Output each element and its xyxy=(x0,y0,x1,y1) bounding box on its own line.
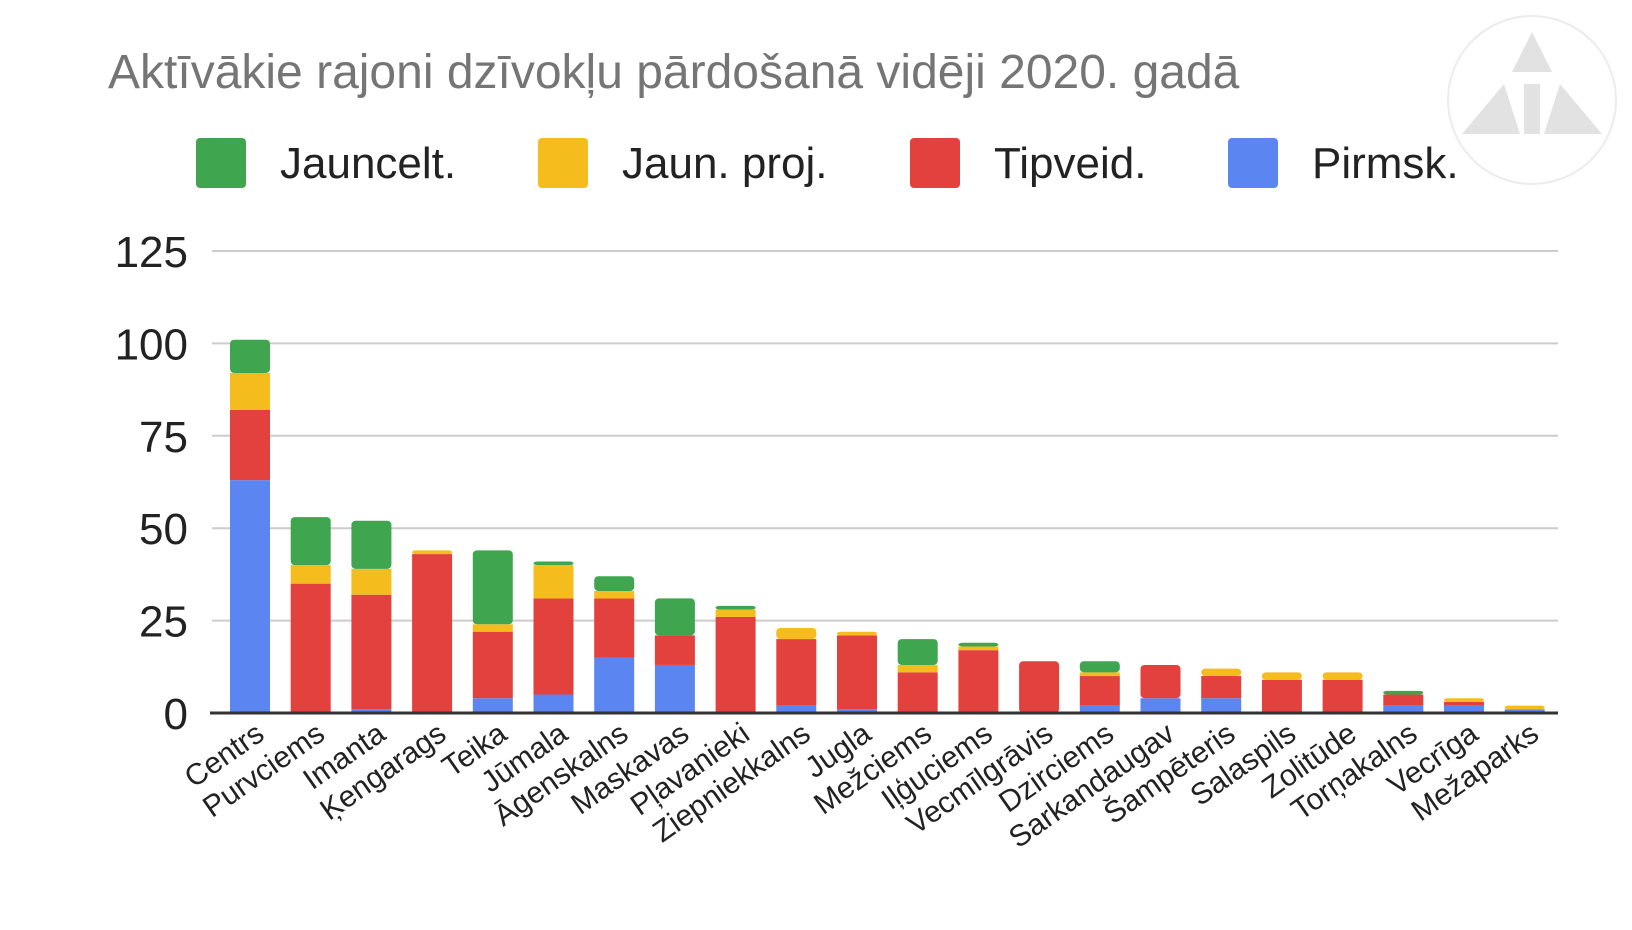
bar-segment xyxy=(897,639,938,665)
legend-label: Jaun. proj. xyxy=(622,139,827,188)
legend-label: Pirmsk. xyxy=(1312,139,1459,188)
bar-segment xyxy=(230,339,270,373)
bar-segment xyxy=(1079,676,1120,706)
bar-segment xyxy=(533,565,574,599)
bar-segment xyxy=(472,698,513,713)
bar-segment xyxy=(1322,679,1363,713)
legend-swatch xyxy=(910,138,960,188)
y-tick-label: 0 xyxy=(164,690,188,739)
bar-segment xyxy=(533,561,574,566)
bar-segment xyxy=(230,409,270,481)
bar-segment xyxy=(1504,709,1545,713)
bar-segment xyxy=(290,517,331,566)
bar-segment xyxy=(351,594,392,710)
bar-segment xyxy=(1383,694,1424,706)
bar-segment xyxy=(533,598,574,695)
bar-segment xyxy=(897,664,938,673)
bar-segment xyxy=(1444,698,1484,702)
legend: Jauncelt. Jaun. proj. Tipveid. Pirmsk. xyxy=(196,138,1459,188)
bar-segment xyxy=(958,646,999,651)
bar-segment xyxy=(351,568,392,595)
bar-segment xyxy=(958,650,999,713)
bar-segment xyxy=(290,565,331,584)
bar-segment xyxy=(594,598,635,658)
bar-segment xyxy=(1261,672,1302,680)
bar-segment xyxy=(533,694,574,713)
bar-segment xyxy=(654,598,695,636)
y-tick-label: 25 xyxy=(139,598,188,647)
bar-segment xyxy=(776,639,817,706)
bar-segment xyxy=(594,657,635,713)
bar-segment xyxy=(837,709,877,713)
bar-segment xyxy=(472,624,513,632)
legend-swatch xyxy=(538,138,588,188)
bar-segment xyxy=(958,642,999,647)
y-tick-label: 75 xyxy=(139,413,188,462)
bar-segment xyxy=(776,627,817,640)
bar-segment xyxy=(351,709,392,713)
bar-segment xyxy=(1019,661,1060,713)
bar-segment xyxy=(1444,705,1484,713)
bar-segment xyxy=(1261,679,1302,713)
gridlines xyxy=(212,250,1558,622)
bars xyxy=(230,339,1545,713)
legend-swatch xyxy=(196,138,246,188)
bar-segment xyxy=(290,583,331,713)
bar-segment xyxy=(1444,701,1484,706)
bar-segment xyxy=(1079,705,1120,713)
bar-segment xyxy=(1201,676,1242,699)
bar-segment xyxy=(1383,705,1424,713)
bar-segment xyxy=(1504,705,1545,710)
y-tick-label: 100 xyxy=(115,320,188,369)
legend-swatch xyxy=(1228,138,1278,188)
bar-segment xyxy=(1201,698,1242,713)
bar-segment xyxy=(351,520,392,569)
bar-segment xyxy=(412,550,453,555)
bar-segment xyxy=(1140,698,1181,713)
bar-segment xyxy=(472,631,513,699)
legend-label: Jauncelt. xyxy=(280,139,456,188)
chart-title: Aktīvākie rajoni dzīvokļu pārdošanā vidē… xyxy=(108,46,1240,99)
bar-segment xyxy=(654,664,695,713)
bar-segment xyxy=(1201,668,1242,677)
bar-segment xyxy=(230,480,270,713)
bar-segment xyxy=(715,616,756,713)
triangle-logo-icon xyxy=(1447,15,1617,185)
bar-segment xyxy=(776,705,817,713)
bar-segment xyxy=(472,550,513,625)
bar-segment xyxy=(1140,664,1181,699)
x-axis-ticks: CentrsPurvciemsImantaĶengaragsTeikaJūmal… xyxy=(179,716,1545,855)
legend-label: Tipveid. xyxy=(994,139,1146,188)
bar-segment xyxy=(715,609,756,617)
bar-segment xyxy=(412,554,453,713)
bar-segment xyxy=(715,605,756,610)
bar-segment xyxy=(897,672,938,713)
y-axis-ticks: 0 25 50 75 100 125 xyxy=(115,228,188,739)
bar-segment xyxy=(654,635,695,665)
y-tick-label: 125 xyxy=(115,228,188,277)
bar-segment xyxy=(1079,661,1120,673)
bar-segment xyxy=(230,372,270,410)
y-tick-label: 50 xyxy=(139,505,188,554)
bar-segment xyxy=(1383,690,1424,695)
bar-segment xyxy=(1079,672,1120,677)
bar-segment xyxy=(594,591,635,599)
bar-segment xyxy=(837,631,877,636)
bar-segment xyxy=(1322,672,1363,680)
bar-segment xyxy=(837,635,877,710)
bar-segment xyxy=(594,576,635,592)
